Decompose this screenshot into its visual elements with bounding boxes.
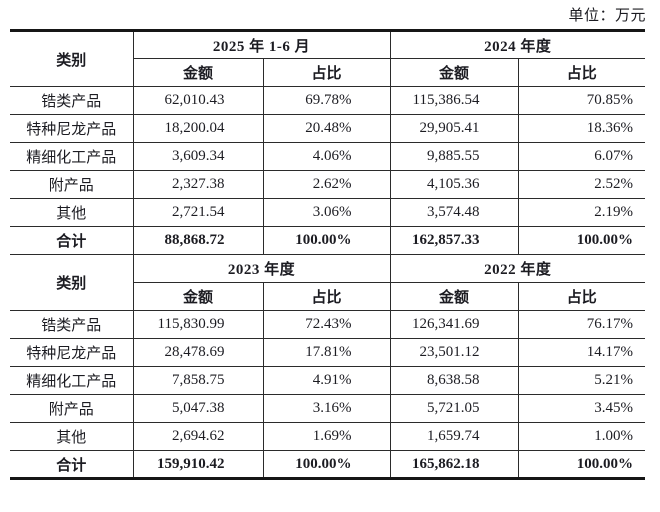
amount-cell: 3,609.34 <box>132 142 263 171</box>
total-ratio-cell: 100.00% <box>517 450 646 479</box>
amount-cell: 8,638.58 <box>389 366 518 395</box>
amount-cell: 126,341.69 <box>389 310 518 339</box>
ratio-cell: 3.16% <box>262 394 390 423</box>
ratio-cell: 18.36% <box>517 114 646 143</box>
table-row: 特种尼龙产品 18,200.04 20.48% 29,905.41 18.36% <box>10 114 646 143</box>
total-label-cell: 合计 <box>10 226 133 255</box>
category-cell: 特种尼龙产品 <box>10 114 133 143</box>
amount-cell: 28,478.69 <box>132 338 263 367</box>
ratio-cell: 6.07% <box>517 142 646 171</box>
ratio-cell: 20.48% <box>262 114 390 143</box>
amount-column-header: 金额 <box>132 58 263 87</box>
revenue-by-category-table: 类别 2025 年 1-6 月 2024 年度 金额 占比 金额 占比 锆类产品… <box>10 29 646 480</box>
header-row-measures-2: 金额 占比 金额 占比 <box>10 282 646 311</box>
table-row: 特种尼龙产品 28,478.69 17.81% 23,501.12 14.17% <box>10 338 646 367</box>
ratio-cell: 1.69% <box>262 422 390 451</box>
amount-column-header: 金额 <box>389 282 518 311</box>
ratio-cell: 3.45% <box>517 394 646 423</box>
amount-cell: 29,905.41 <box>389 114 518 143</box>
header-row-periods-1: 类别 2025 年 1-6 月 2024 年度 <box>10 30 646 69</box>
amount-cell: 2,327.38 <box>132 170 263 199</box>
total-amount-cell: 159,910.42 <box>132 450 263 479</box>
ratio-cell: 70.85% <box>517 86 646 115</box>
amount-cell: 7,858.75 <box>132 366 263 395</box>
amount-cell: 5,047.38 <box>132 394 263 423</box>
category-cell: 特种尼龙产品 <box>10 338 133 367</box>
category-cell: 其他 <box>10 422 133 451</box>
amount-cell: 5,721.05 <box>389 394 518 423</box>
period-header-2023: 2023 年度 <box>132 254 390 283</box>
amount-cell: 9,885.55 <box>389 142 518 171</box>
category-cell: 锆类产品 <box>10 310 133 339</box>
ratio-cell: 14.17% <box>517 338 646 367</box>
period-header-2025h1: 2025 年 1-6 月 <box>132 30 390 59</box>
total-ratio-cell: 100.00% <box>262 226 390 255</box>
amount-cell: 18,200.04 <box>132 114 263 143</box>
ratio-cell: 5.21% <box>517 366 646 395</box>
table-row: 其他 2,694.62 1.69% 1,659.74 1.00% <box>10 422 646 451</box>
ratio-cell: 4.06% <box>262 142 390 171</box>
total-amount-cell: 165,862.18 <box>389 450 518 479</box>
total-row: 合计 159,910.42 100.00% 165,862.18 100.00% <box>10 450 646 479</box>
table-row: 锆类产品 62,010.43 69.78% 115,386.54 70.85% <box>10 86 646 115</box>
amount-column-header: 金额 <box>132 282 263 311</box>
ratio-cell: 3.06% <box>262 198 390 227</box>
period-header-2022: 2022 年度 <box>389 254 646 283</box>
amount-cell: 62,010.43 <box>132 86 263 115</box>
ratio-cell: 2.19% <box>517 198 646 227</box>
amount-cell: 2,721.54 <box>132 198 263 227</box>
category-column-header: 类别 <box>56 52 87 69</box>
ratio-cell: 69.78% <box>262 86 390 115</box>
total-amount-cell: 88,868.72 <box>132 226 263 255</box>
ratio-column-header: 占比 <box>262 282 390 311</box>
total-row: 合计 88,868.72 100.00% 162,857.33 100.00% <box>10 226 646 255</box>
total-ratio-cell: 100.00% <box>517 226 646 255</box>
amount-cell: 2,694.62 <box>132 422 263 451</box>
ratio-column-header: 占比 <box>517 58 646 87</box>
total-label-cell: 合计 <box>10 450 133 479</box>
table-row: 精细化工产品 3,609.34 4.06% 9,885.55 6.07% <box>10 142 646 171</box>
ratio-column-header: 占比 <box>262 58 390 87</box>
category-column-header: 类别 <box>10 254 133 311</box>
total-amount-cell: 162,857.33 <box>389 226 518 255</box>
table-row: 锆类产品 115,830.99 72.43% 126,341.69 76.17% <box>10 310 646 339</box>
period-header-2024: 2024 年度 <box>389 30 646 59</box>
table-row: 其他 2,721.54 3.06% 3,574.48 2.19% <box>10 198 646 227</box>
category-cell: 其他 <box>10 198 133 227</box>
ratio-cell: 17.81% <box>262 338 390 367</box>
table-row: 附产品 2,327.38 2.62% 4,105.36 2.52% <box>10 170 646 199</box>
amount-column-header: 金额 <box>389 58 518 87</box>
ratio-cell: 72.43% <box>262 310 390 339</box>
ratio-cell: 4.91% <box>262 366 390 395</box>
total-ratio-cell: 100.00% <box>262 450 390 479</box>
ratio-cell: 2.52% <box>517 170 646 199</box>
table-row: 精细化工产品 7,858.75 4.91% 8,638.58 5.21% <box>10 366 646 395</box>
amount-cell: 23,501.12 <box>389 338 518 367</box>
header-row-periods-2: 类别 2023 年度 2022 年度 <box>10 254 646 311</box>
ratio-cell: 2.62% <box>262 170 390 199</box>
ratio-column-header: 占比 <box>517 282 646 311</box>
category-cell: 精细化工产品 <box>10 366 133 395</box>
category-cell: 附产品 <box>10 394 133 423</box>
category-cell: 精细化工产品 <box>10 142 133 171</box>
ratio-cell: 76.17% <box>517 310 646 339</box>
amount-cell: 115,830.99 <box>132 310 263 339</box>
category-cell: 锆类产品 <box>10 86 133 115</box>
amount-cell: 4,105.36 <box>389 170 518 199</box>
unit-label: 单位：万元 <box>568 8 646 24</box>
table-row: 附产品 5,047.38 3.16% 5,721.05 3.45% <box>10 394 646 423</box>
amount-cell: 1,659.74 <box>389 422 518 451</box>
header-row-measures-1: 金额 占比 金额 占比 <box>10 58 646 87</box>
ratio-cell: 1.00% <box>517 422 646 451</box>
amount-cell: 3,574.48 <box>389 198 518 227</box>
amount-cell: 115,386.54 <box>389 86 518 115</box>
category-cell: 附产品 <box>10 170 133 199</box>
